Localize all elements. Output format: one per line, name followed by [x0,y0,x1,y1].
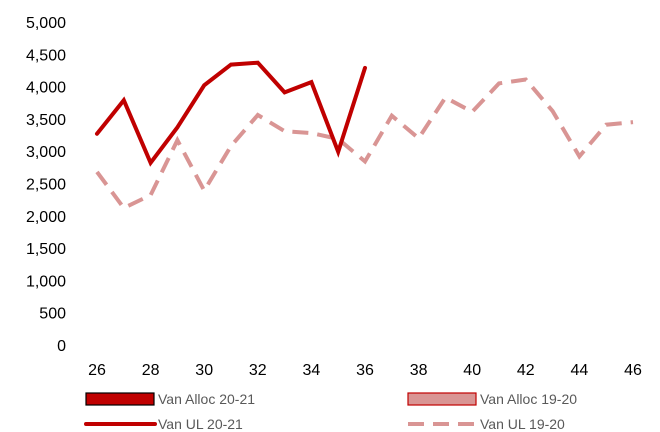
x-tick-label: 46 [624,362,642,379]
x-tick-label: 30 [195,362,213,379]
legend-label-van-ul-20-21: Van UL 20-21 [158,416,243,432]
y-tick-label: 5,000 [26,15,66,32]
legend-label-van-alloc-20-21: Van Alloc 20-21 [158,391,255,407]
x-tick-label: 40 [463,362,481,379]
plot-area [95,60,634,211]
x-tick-label: 26 [88,362,106,379]
y-tick-label: 4,500 [26,47,66,64]
x-tick-label: 28 [142,362,160,379]
y-tick-label: 3,000 [26,144,66,161]
x-tick-label: 34 [303,362,321,379]
legend-label-van-alloc-19-20: Van Alloc 19-20 [480,391,577,407]
legend-swatch-van-alloc-19-20 [407,392,477,406]
y-tick-label: 3,500 [26,112,66,129]
x-axis-tick-labels: 26 28 30 32 34 36 38 40 42 44 46 [88,362,642,379]
y-tick-label: 2,000 [26,209,66,226]
y-tick-label: 4,000 [26,80,66,97]
y-tick-label: 1,000 [26,273,66,290]
series-line-van-ul-19-20 [95,77,634,211]
y-tick-label: 0 [57,338,66,355]
x-tick-label: 38 [410,362,428,379]
legend: Van Alloc 20-21 Van Alloc 19-20 Van UL 20-… [84,391,577,432]
x-tick-label: 32 [249,362,267,379]
y-tick-label: 2,500 [26,177,66,194]
x-tick-label: 42 [517,362,535,379]
y-tick-label: 1,500 [26,241,66,258]
series-line-van-ul-20-21 [95,60,367,167]
y-tick-label: 500 [39,306,66,323]
legend-swatch-van-alloc-20-21 [85,392,155,406]
x-tick-label: 36 [356,362,374,379]
y-axis-tick-labels: 0 500 1,000 1,500 2,000 2,500 3,000 3,500 4,000 4… [26,15,66,355]
legend-label-van-ul-19-20: Van UL 19-20 [480,416,565,432]
x-tick-label: 44 [571,362,589,379]
